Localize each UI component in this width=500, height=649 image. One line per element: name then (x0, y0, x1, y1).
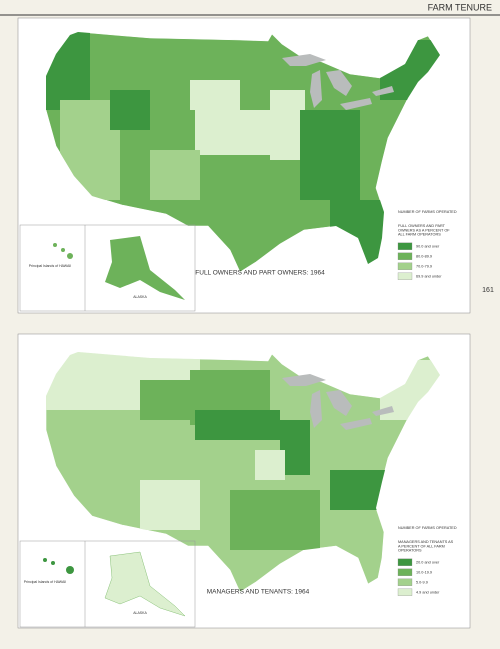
legend-swatch (397, 578, 413, 586)
legend-label: 4.9 and under (416, 590, 440, 594)
legend-title: MANAGERS AND TENANTS AS A PERCENT OF ALL … (398, 540, 454, 552)
legend-label: 5.0-9.9 (416, 580, 428, 584)
legend-label: 69.9 and under (416, 274, 442, 278)
inset-label: Principal Islands of HAWAII (29, 264, 72, 268)
map-title: FULL OWNERS AND PART OWNERS: 1964 (195, 270, 325, 277)
us-map (45, 351, 441, 593)
map-title: MANAGERS AND TENANTS: 1964 (207, 589, 310, 596)
section-title: FARM TENURE (428, 2, 492, 12)
inset-label: ALASKA (133, 295, 147, 299)
legend-title: FULL OWNERS AND PART OWNERS AS A PERCENT … (398, 224, 450, 236)
legend-swatch (397, 568, 413, 576)
inset-label: Principal Islands of HAWAII (24, 580, 67, 584)
legend-swatch (397, 262, 413, 270)
legend-swatch (397, 558, 413, 566)
legend-swatch (397, 588, 413, 596)
legend-label: 70.0-79.9 (416, 264, 432, 268)
legend-swatch (397, 242, 413, 250)
page-number: 161 (482, 287, 494, 294)
legend-swatch (397, 272, 413, 280)
inset-frame (19, 540, 196, 628)
legend-label: 90.0 and over (416, 244, 440, 248)
legend-label: 80.0-89.9 (416, 254, 432, 258)
legend-label: 20.0 and over (416, 560, 440, 564)
alaska-shape (105, 236, 185, 300)
legend-title: NUMBER OF FARMS OPERATED (398, 210, 457, 214)
inset-frame (19, 224, 196, 312)
alaska-shape (104, 551, 186, 617)
inset-label: ALASKA (133, 611, 147, 615)
legend-swatch (397, 252, 413, 260)
header (0, 0, 500, 16)
legend-label: 10.0-19.9 (416, 570, 432, 574)
legend-title: NUMBER OF FARMS OPERATED (398, 526, 457, 530)
